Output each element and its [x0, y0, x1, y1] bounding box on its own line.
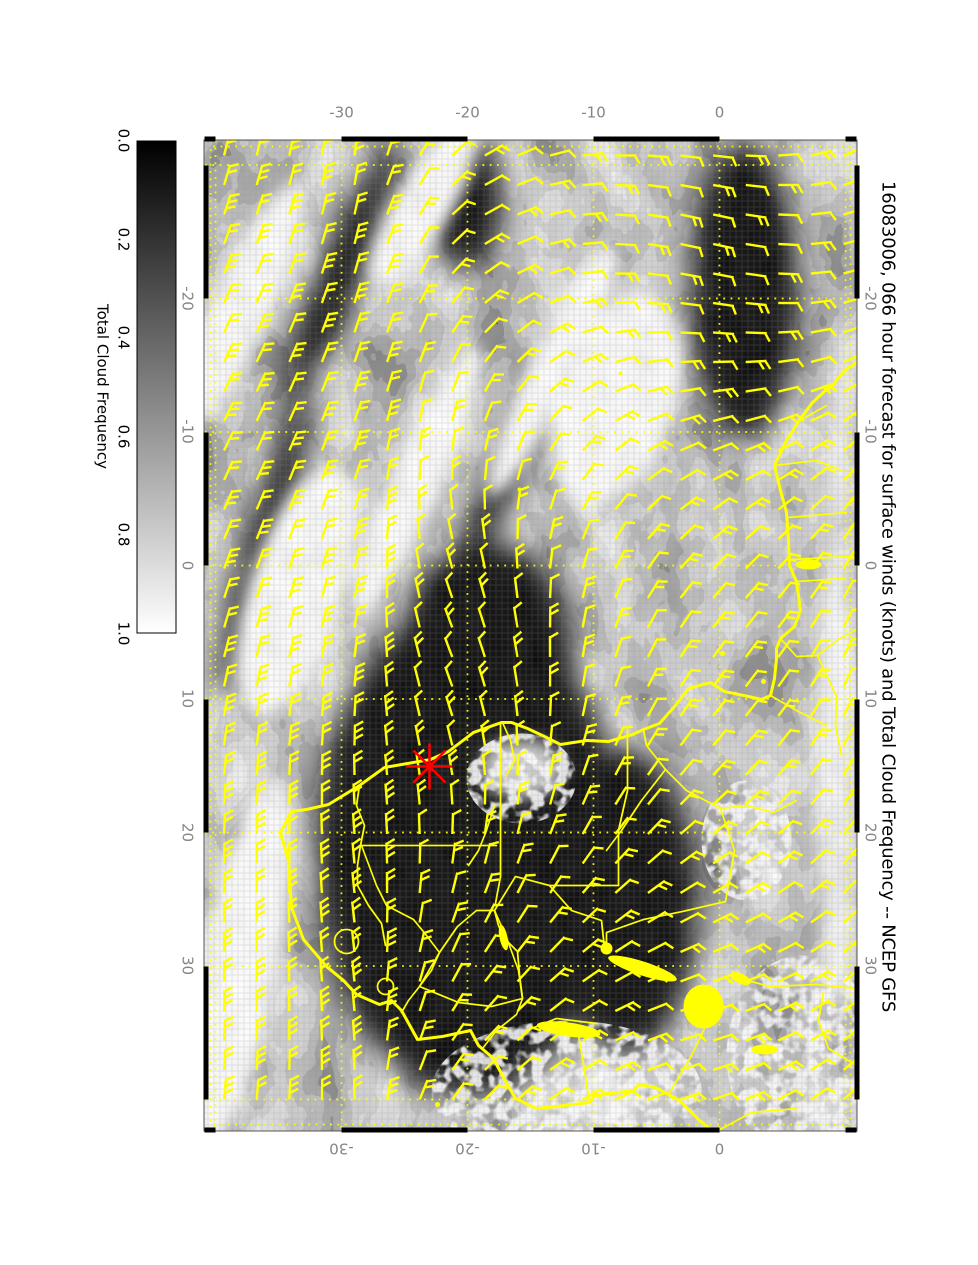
lon-tick-label-bottom: -10 [178, 418, 196, 444]
colorbar-caption: Total Cloud Frequency [93, 303, 111, 469]
map-area [204, 140, 856, 1130]
coastline-layer [278, 360, 856, 1130]
lat-tick-label-left: -30 [328, 103, 354, 121]
country-borders [333, 404, 849, 1130]
colorbar-tick-label: 0.6 [114, 424, 132, 448]
location-marker-asterisk [406, 743, 452, 789]
lat-tick-label-left: -20 [454, 103, 480, 121]
colorbar-tick-label: 0.0 [114, 128, 132, 152]
colorbar-tick-label: 0.4 [114, 325, 132, 349]
cloud-field [204, 140, 856, 1130]
lat-tick-label-right: -20 [454, 1139, 480, 1157]
lon-tick-label-top: 30 [861, 955, 879, 975]
stipple-texture [204, 140, 856, 1130]
lon-tick-label-bottom: 0 [178, 560, 196, 570]
wind-barbs [222, 140, 856, 1102]
lon-tick-label-bottom: -20 [178, 285, 196, 311]
lakes [434, 371, 821, 1107]
colorbar-tick-label: 1.0 [114, 621, 132, 645]
lon-tick-label-bottom: 30 [178, 955, 196, 975]
colorbar-tick-label: 0.8 [114, 522, 132, 546]
lon-tick-label-bottom: 20 [178, 822, 196, 842]
lon-tick-label-top: 0 [861, 560, 879, 570]
lat-tick-label-left: 0 [714, 103, 724, 121]
lat-tick-label-right: -30 [328, 1139, 354, 1157]
lon-tick-label-top: -10 [861, 418, 879, 444]
plot-title: 16083006, 066 hour forecast for surface … [877, 180, 898, 1012]
lon-tick-label-top: 10 [861, 688, 879, 708]
lat-tick-label-right: 0 [714, 1139, 724, 1157]
colorbar [136, 140, 176, 633]
lat-tick-label-right: -10 [580, 1139, 606, 1157]
lon-tick-label-top: 20 [861, 822, 879, 842]
lon-tick-label-top: -20 [861, 285, 879, 311]
cloud-frequency-map [204, 140, 856, 1130]
colorbar-tick-label: 0.2 [114, 227, 132, 251]
lat-tick-label-left: -10 [580, 103, 606, 121]
lon-tick-label-bottom: 10 [178, 688, 196, 708]
